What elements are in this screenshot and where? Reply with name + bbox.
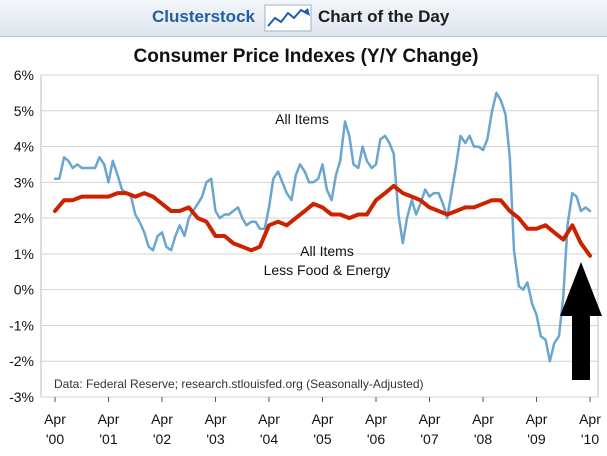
x-axis: Apr '00 Apr '01 Apr '02 Apr '03 Apr '04 Apr '05 Apr '… <box>44 397 601 447</box>
x-tick-label-year: '00 <box>46 431 64 447</box>
chart-of-the-day-label: Chart of the Day <box>318 7 450 26</box>
up-arrow-icon <box>560 262 602 380</box>
brand-name[interactable]: Clusterstock <box>152 7 255 26</box>
y-tick-label: 6% <box>14 67 34 83</box>
y-tick-label: -1% <box>9 317 34 333</box>
all-items-label: All Items <box>275 111 329 127</box>
y-tick-label: 1% <box>14 246 34 262</box>
chart-title: Consumer Price Indexes (Y/Y Change) <box>134 46 479 67</box>
chart-trend-icon <box>264 4 312 32</box>
x-tick-label-year: '10 <box>581 431 599 447</box>
x-tick-label-month: Apr <box>151 411 173 427</box>
y-axis: 6% 5% 4% 3% 2% 1% 0% -1% -2% -3% <box>9 67 34 405</box>
x-tick-label-month: Apr <box>44 411 66 427</box>
x-tick-label-month: Apr <box>579 411 601 427</box>
core-label-line2: Less Food & Energy <box>264 262 391 278</box>
grid-lines <box>41 74 598 398</box>
x-tick-label-year: '02 <box>153 431 171 447</box>
x-tick-label-month: Apr <box>312 411 334 427</box>
series-layer <box>53 91 592 363</box>
x-tick-label-year: '05 <box>313 431 331 447</box>
x-tick-label-month: Apr <box>98 411 120 427</box>
x-tick-label-year: '01 <box>99 431 117 447</box>
header-band: Clusterstock Chart of the Day <box>0 0 607 37</box>
y-tick-label: 3% <box>14 174 34 190</box>
series-line-all-items <box>53 91 592 363</box>
x-tick-label-month: Apr <box>419 411 441 427</box>
x-tick-label-month: Apr <box>365 411 387 427</box>
x-tick-label-year: '09 <box>527 431 545 447</box>
y-tick-label: -2% <box>9 353 34 369</box>
x-tick-label-month: Apr <box>258 411 280 427</box>
series-line-core <box>53 183 592 258</box>
x-tick-label-year: '04 <box>260 431 278 447</box>
y-tick-label: 5% <box>14 103 34 119</box>
y-tick-label: 2% <box>14 210 34 226</box>
source-note: Data: Federal Reserve; research.stlouisf… <box>54 377 424 391</box>
core-label-line1: All Items <box>300 243 354 259</box>
plot-area <box>40 74 599 398</box>
y-tick-label: -3% <box>9 389 34 405</box>
x-tick-label-year: '07 <box>420 431 438 447</box>
x-tick-label-month: Apr <box>526 411 548 427</box>
x-tick-label-year: '08 <box>474 431 492 447</box>
x-tick-label-year: '06 <box>367 431 385 447</box>
x-tick-label-month: Apr <box>205 411 227 427</box>
y-tick-label: 0% <box>14 282 34 298</box>
x-tick-label-year: '03 <box>206 431 224 447</box>
x-tick-label-month: Apr <box>472 411 494 427</box>
y-tick-label: 4% <box>14 139 34 155</box>
